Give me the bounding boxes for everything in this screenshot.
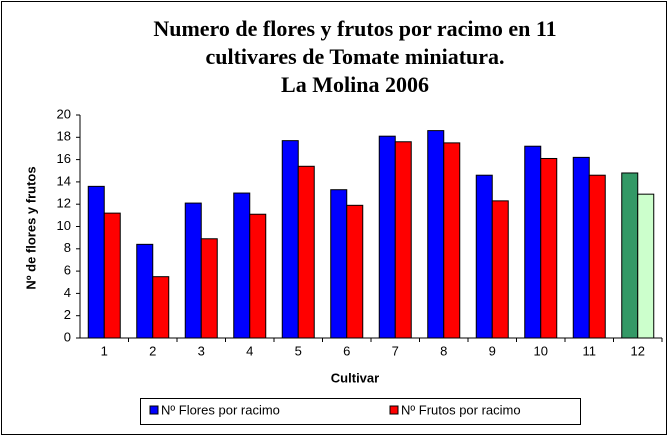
legend-box [140,398,581,425]
bar [233,192,251,339]
x-tick-label: 7 [392,343,399,358]
x-tick-label: 5 [295,343,302,358]
x-tick-label: 6 [343,343,350,358]
bar [87,185,105,339]
y-axis-label: Nº de flores y frutos [23,166,38,289]
x-tick-label: 9 [489,343,496,358]
y-tick-label: 8 [64,240,71,255]
bar [136,243,154,339]
y-tick-label: 0 [64,329,71,344]
legend-swatch [149,405,159,415]
bar [475,174,493,339]
bar [297,165,315,339]
x-tick-label: 4 [246,343,253,358]
x-axis-label: Cultivar [331,370,379,385]
bar [330,189,348,339]
legend-label: Nº Frutos por racimo [401,402,521,417]
bar [540,157,558,339]
bar [572,156,590,339]
y-tick-label: 12 [57,196,71,211]
y-tick-label: 6 [64,263,71,278]
bar [103,212,121,339]
bar [443,142,461,339]
bar [637,193,655,339]
bar [281,140,299,339]
y-tick-label: 4 [64,285,71,300]
x-tick-label: 12 [631,343,645,358]
y-tick-label: 20 [57,106,71,121]
x-tick-label: 1 [101,343,108,358]
y-tick-label: 14 [57,173,71,188]
bar [427,130,445,339]
bar [588,174,606,339]
y-tick-label: 2 [64,307,71,322]
y-tick-label: 18 [57,129,71,144]
bar [621,172,639,339]
x-tick-label: 2 [149,343,156,358]
bar [491,200,509,339]
bar [524,145,542,339]
legend-label: Nº Flores por racimo [161,402,280,417]
bar [152,276,170,339]
bar [200,238,218,339]
bar [346,204,364,339]
x-tick-label: 3 [198,343,205,358]
chart-title: Numero de flores y frutos por racimo en … [153,16,556,41]
x-tick-label: 8 [440,343,447,358]
y-tick-label: 16 [57,151,71,166]
y-tick-label: 10 [57,218,71,233]
bar [394,141,412,339]
chart-title: La Molina 2006 [281,72,429,97]
x-tick-label: 11 [583,343,597,358]
bar [184,202,202,339]
legend-swatch [389,405,399,415]
chart-title: cultivares de Tomate miniatura. [205,44,504,69]
bar [249,213,267,339]
bar [378,135,396,339]
x-tick-label: 10 [534,343,548,358]
